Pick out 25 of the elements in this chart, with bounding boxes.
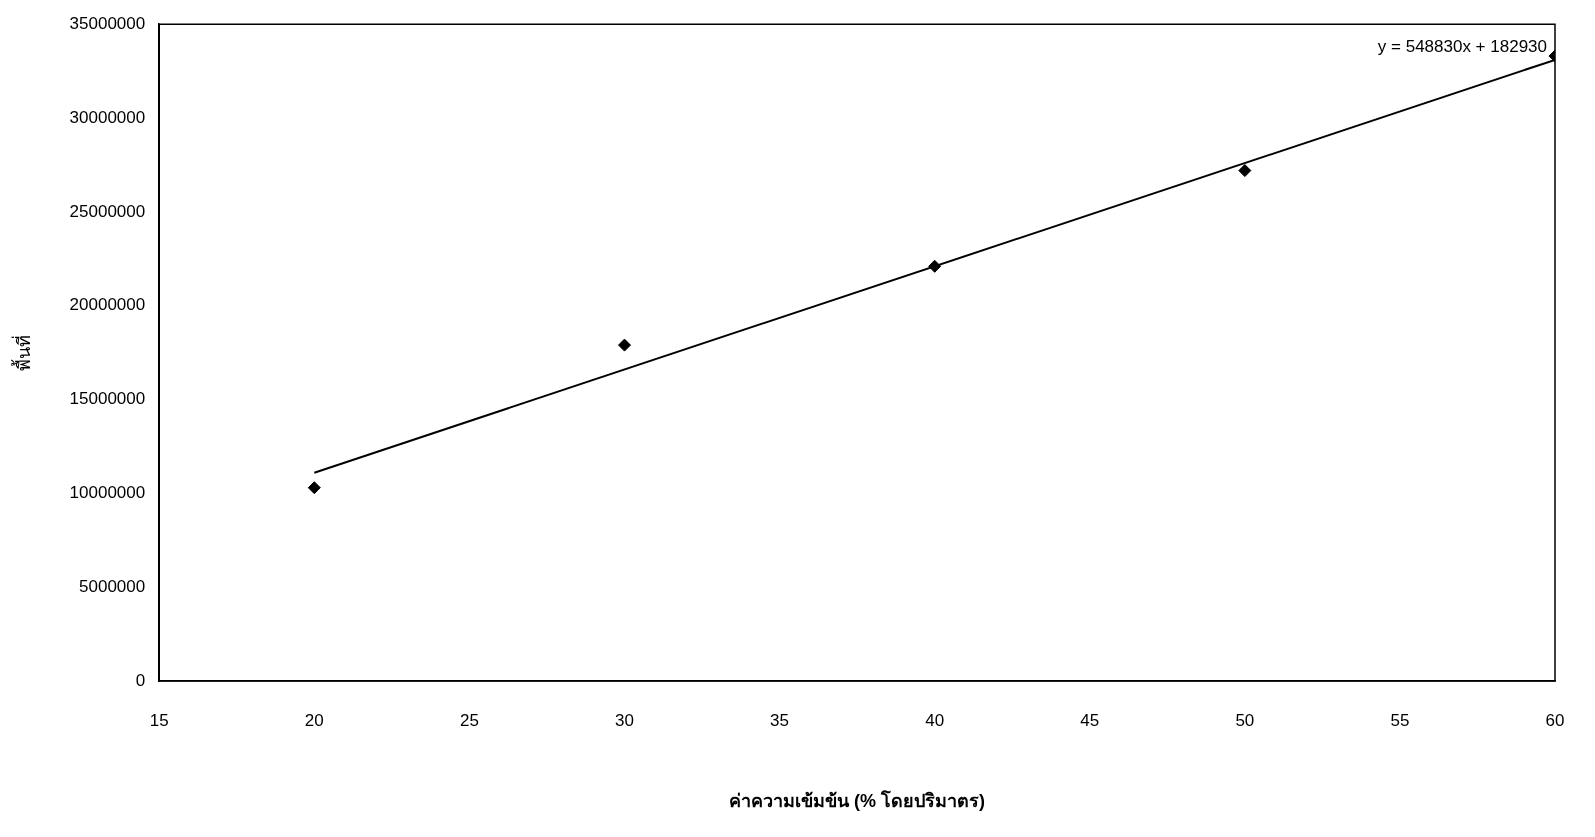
y-tick-label: 25000000	[69, 201, 146, 221]
point	[1238, 164, 1252, 178]
x-tick-label: 20	[304, 710, 324, 730]
y-tick-label: 30000000	[69, 107, 146, 127]
point	[307, 481, 321, 495]
x-axis-title: ค่าความเข้มข้น (% โดยปริมาตร)	[729, 790, 986, 812]
y-tick-label: 15000000	[69, 389, 146, 409]
y-tick-label: 5000000	[79, 576, 146, 596]
x-tick-label: 45	[1080, 710, 1100, 730]
point	[617, 338, 631, 352]
y-tick-label: 10000000	[69, 483, 146, 503]
y-axis-title: พื้นที่	[10, 334, 34, 371]
x-tick-label: 25	[459, 710, 479, 730]
point	[928, 259, 942, 273]
x-tick-label: 30	[615, 710, 634, 730]
x-tick-label: 55	[1390, 710, 1410, 730]
y-tick-label: 0	[135, 670, 146, 690]
x-tick-label: 35	[770, 710, 790, 730]
x-tick-label: 15	[149, 710, 169, 730]
x-tick-label: 50	[1235, 710, 1255, 730]
annotation: y = 548830x + 182930	[1377, 37, 1547, 57]
y-tick-label: 20000000	[69, 295, 146, 315]
x-tick-label: 40	[925, 710, 945, 730]
x-tick-label: 60	[1545, 710, 1565, 730]
y-tick-label: 35000000	[69, 13, 146, 33]
